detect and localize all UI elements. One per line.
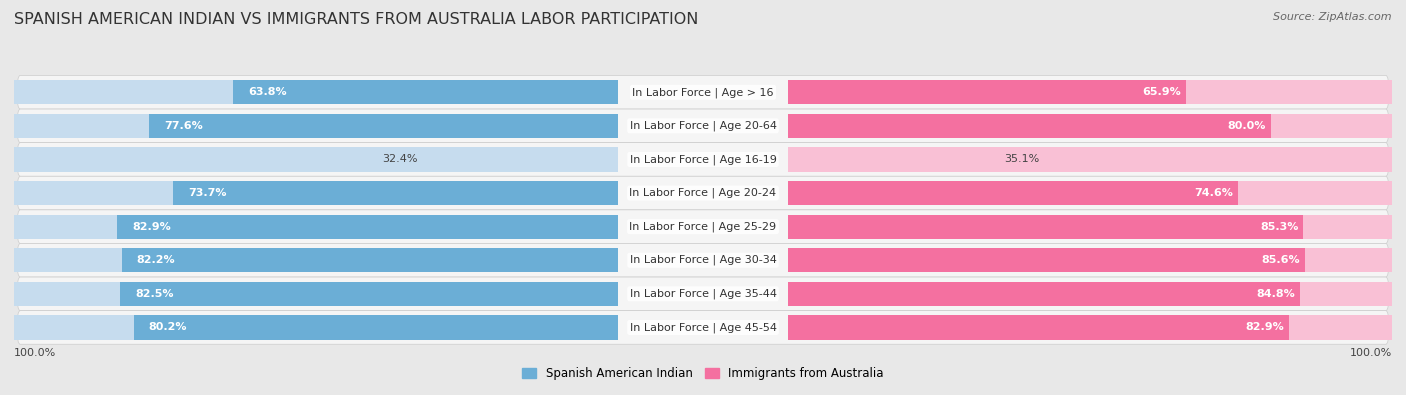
Bar <box>14 282 619 306</box>
FancyBboxPatch shape <box>17 143 1389 176</box>
Text: In Labor Force | Age 35-44: In Labor Force | Age 35-44 <box>630 289 776 299</box>
Text: 80.0%: 80.0% <box>1227 121 1267 131</box>
Bar <box>134 315 619 340</box>
Text: In Labor Force | Age > 16: In Labor Force | Age > 16 <box>633 87 773 98</box>
FancyBboxPatch shape <box>17 176 1389 210</box>
FancyBboxPatch shape <box>17 109 1389 143</box>
Bar <box>14 315 619 340</box>
FancyBboxPatch shape <box>17 243 1389 277</box>
Bar <box>149 114 619 138</box>
Bar <box>787 214 1303 239</box>
Bar <box>787 248 1392 272</box>
Text: 65.9%: 65.9% <box>1142 87 1181 97</box>
Text: In Labor Force | Age 45-54: In Labor Force | Age 45-54 <box>630 322 776 333</box>
Bar <box>14 147 619 171</box>
Bar <box>14 214 619 239</box>
Bar <box>14 114 619 138</box>
Text: 100.0%: 100.0% <box>1350 348 1392 357</box>
Text: 85.6%: 85.6% <box>1261 255 1301 265</box>
Text: In Labor Force | Age 20-24: In Labor Force | Age 20-24 <box>630 188 776 198</box>
Text: 82.2%: 82.2% <box>136 255 176 265</box>
Bar <box>14 80 619 104</box>
Bar <box>787 147 1392 171</box>
Bar <box>787 282 1301 306</box>
Bar <box>117 214 619 239</box>
Bar <box>787 315 1392 340</box>
Bar <box>787 114 1392 138</box>
Bar <box>122 248 619 272</box>
Bar <box>787 214 1392 239</box>
Bar <box>787 282 1392 306</box>
Bar <box>14 181 619 205</box>
Bar <box>14 248 619 272</box>
FancyBboxPatch shape <box>17 310 1389 344</box>
Text: In Labor Force | Age 16-19: In Labor Force | Age 16-19 <box>630 154 776 165</box>
Text: 77.6%: 77.6% <box>165 121 204 131</box>
FancyBboxPatch shape <box>17 75 1389 109</box>
FancyBboxPatch shape <box>17 277 1389 310</box>
Bar <box>787 80 1185 104</box>
Text: 63.8%: 63.8% <box>247 87 287 97</box>
Text: 85.3%: 85.3% <box>1260 222 1298 231</box>
Text: 82.5%: 82.5% <box>135 289 173 299</box>
Text: 100.0%: 100.0% <box>14 348 56 357</box>
Text: In Labor Force | Age 20-64: In Labor Force | Age 20-64 <box>630 120 776 131</box>
Bar <box>173 181 619 205</box>
Text: 82.9%: 82.9% <box>132 222 172 231</box>
Text: In Labor Force | Age 30-34: In Labor Force | Age 30-34 <box>630 255 776 265</box>
Bar <box>787 114 1271 138</box>
Text: Source: ZipAtlas.com: Source: ZipAtlas.com <box>1274 12 1392 22</box>
Bar <box>423 147 619 171</box>
Text: SPANISH AMERICAN INDIAN VS IMMIGRANTS FROM AUSTRALIA LABOR PARTICIPATION: SPANISH AMERICAN INDIAN VS IMMIGRANTS FR… <box>14 12 699 27</box>
Bar <box>787 181 1392 205</box>
Text: 32.4%: 32.4% <box>382 154 418 164</box>
Text: 84.8%: 84.8% <box>1257 289 1295 299</box>
Bar <box>233 80 619 104</box>
Legend: Spanish American Indian, Immigrants from Australia: Spanish American Indian, Immigrants from… <box>517 363 889 385</box>
FancyBboxPatch shape <box>17 210 1389 243</box>
Text: 80.2%: 80.2% <box>149 322 187 333</box>
Bar <box>787 80 1392 104</box>
Bar <box>787 315 1289 340</box>
Text: 74.6%: 74.6% <box>1195 188 1233 198</box>
Bar <box>787 248 1305 272</box>
Bar <box>120 282 619 306</box>
Bar <box>787 181 1239 205</box>
Text: 73.7%: 73.7% <box>188 188 226 198</box>
Text: 35.1%: 35.1% <box>1004 154 1040 164</box>
Bar <box>787 147 1000 171</box>
Text: In Labor Force | Age 25-29: In Labor Force | Age 25-29 <box>630 222 776 232</box>
Text: 82.9%: 82.9% <box>1246 322 1284 333</box>
